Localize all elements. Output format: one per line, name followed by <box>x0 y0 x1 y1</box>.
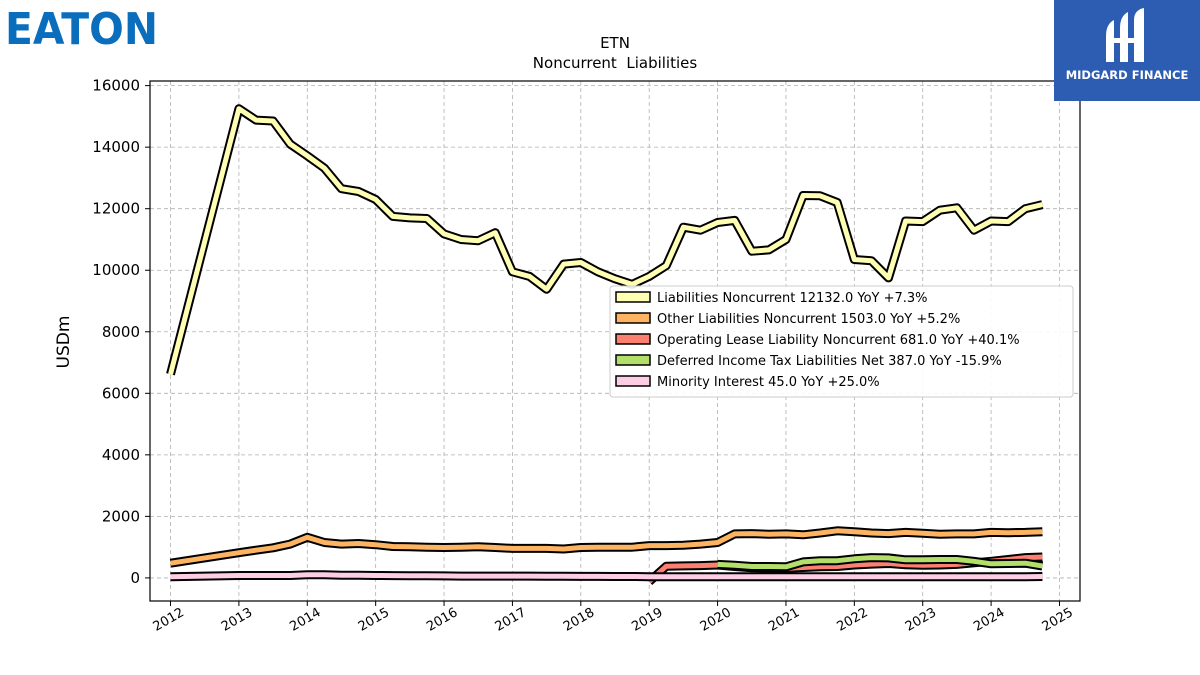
midgard-finance-text: MIDGARD FINANCE <box>1065 68 1189 82</box>
x-tick-label: 2014 <box>287 605 323 635</box>
midgard-emblem-icon <box>1106 8 1144 62</box>
midgard-finance-logo: MIDGARD FINANCE <box>1054 0 1200 101</box>
chart-title: ETN <box>600 34 630 52</box>
series-line <box>170 528 1043 566</box>
legend-label: Operating Lease Liability Noncurrent 681… <box>657 333 1020 348</box>
chart-subtitle: Noncurrent Liabilities <box>533 54 698 72</box>
x-tick-label: 2012 <box>151 605 187 635</box>
series-line <box>168 106 1043 375</box>
legend-label: Deferred Income Tax Liabilities Net 387.… <box>657 354 1002 369</box>
x-tick-label: 2020 <box>698 605 734 635</box>
x-axis: 2012 2013 2014 2015 2016 2017 2018 2019 2020 2021… <box>151 601 1076 635</box>
x-tick-label: 2017 <box>493 605 529 635</box>
x-tick-label: 2022 <box>835 605 871 635</box>
y-tick-label: 6000 <box>102 384 140 402</box>
legend-label: Liabilities Noncurrent 12132.0 YoY +7.3% <box>657 291 928 306</box>
legend: Liabilities Noncurrent 12132.0 YoY +7.3%… <box>609 285 1074 398</box>
y-tick-label: 10000 <box>92 261 140 279</box>
legend-swatch <box>615 312 651 324</box>
eaton-logo-text: EATON <box>5 4 158 48</box>
legend-swatch <box>615 333 651 345</box>
y-tick-label: 0 <box>130 569 140 587</box>
y-axis-label: USDm <box>54 316 74 369</box>
legend-swatch <box>615 291 651 303</box>
x-tick-label: 2025 <box>1040 605 1076 635</box>
series-line <box>717 555 1043 570</box>
x-tick-label: 2018 <box>561 605 597 635</box>
eaton-logo: EATON <box>5 4 160 48</box>
y-tick-label: 2000 <box>102 507 140 525</box>
plot-frame <box>149 80 1081 602</box>
y-axis: 0 2000 4000 6000 8000 10000 12000 14000 16000 <box>92 77 150 587</box>
legend-swatch <box>615 354 651 366</box>
legend-swatch <box>615 375 651 387</box>
y-tick-label: 4000 <box>102 446 140 464</box>
x-tick-label: 2023 <box>903 605 939 635</box>
legend-label: Minority Interest 45.0 YoY +25.0% <box>657 375 880 390</box>
x-tick-label: 2021 <box>766 605 802 635</box>
x-tick-label: 2015 <box>356 605 392 635</box>
legend-label: Other Liabilities Noncurrent 1503.0 YoY … <box>657 312 960 327</box>
series-layer <box>166 104 1044 585</box>
x-tick-label: 2016 <box>424 605 460 635</box>
series-line <box>170 572 1043 580</box>
y-tick-label: 12000 <box>92 200 140 218</box>
x-tick-label: 2013 <box>219 605 255 635</box>
y-tick-label: 16000 <box>92 77 140 95</box>
x-tick-label: 2024 <box>971 605 1007 635</box>
x-tick-label: 2019 <box>629 605 665 635</box>
y-tick-label: 14000 <box>92 138 140 156</box>
y-tick-label: 8000 <box>102 323 140 341</box>
legend-box <box>609 285 1074 398</box>
